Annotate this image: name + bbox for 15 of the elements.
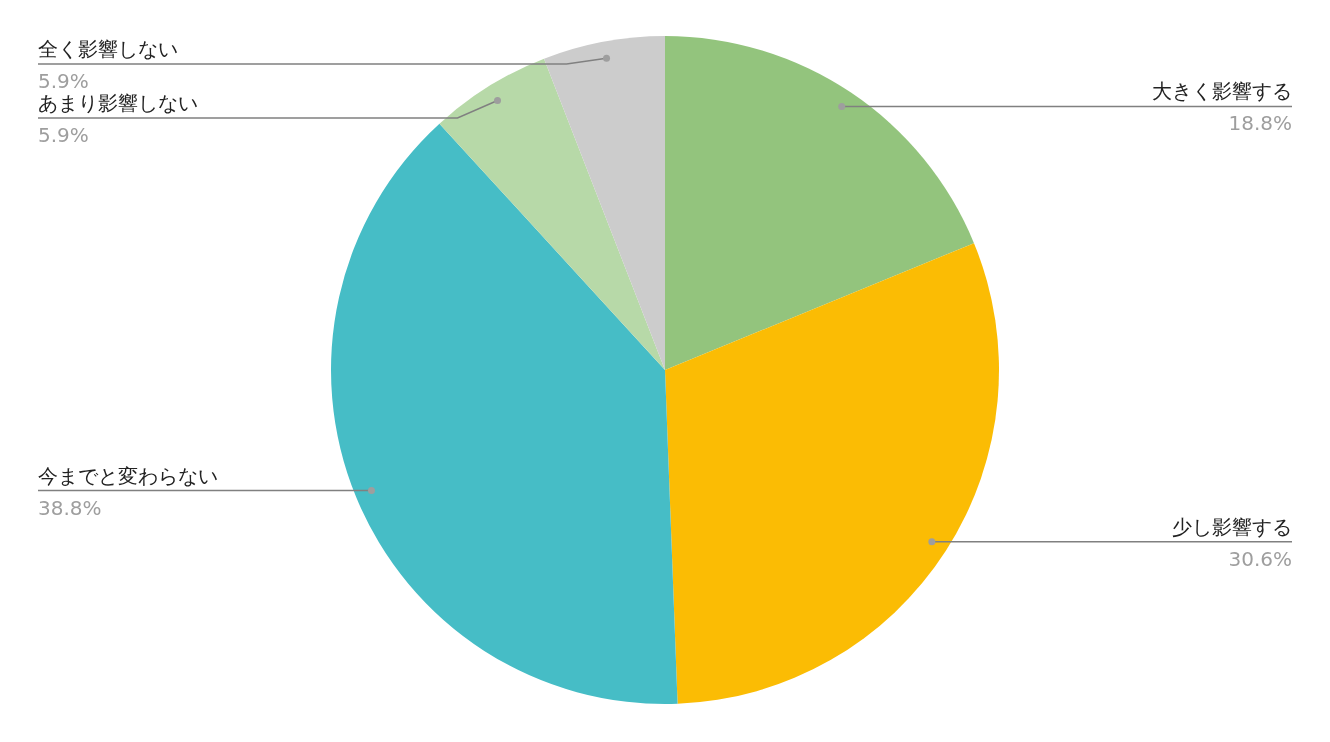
slice-label: 大きく影響する: [1152, 79, 1292, 104]
pie-slice: [665, 243, 999, 704]
slice-label: あまり影響しない: [38, 91, 198, 115]
slice-label: 今までと変わらない: [38, 463, 218, 488]
data-label: 5.9%: [38, 69, 89, 93]
data-label: 18.8%: [1228, 111, 1292, 136]
pie-slice: [665, 36, 974, 370]
data-label: 30.6%: [1228, 546, 1292, 571]
pie-slice: [544, 36, 665, 370]
data-label: 5.9%: [38, 123, 89, 147]
pie-slice: [439, 58, 665, 370]
pie-slice: [331, 123, 678, 704]
data-label: 38.8%: [38, 495, 102, 520]
slice-label: 少し影響する: [1172, 514, 1292, 539]
slice-label: 全く影響しない: [38, 37, 178, 61]
